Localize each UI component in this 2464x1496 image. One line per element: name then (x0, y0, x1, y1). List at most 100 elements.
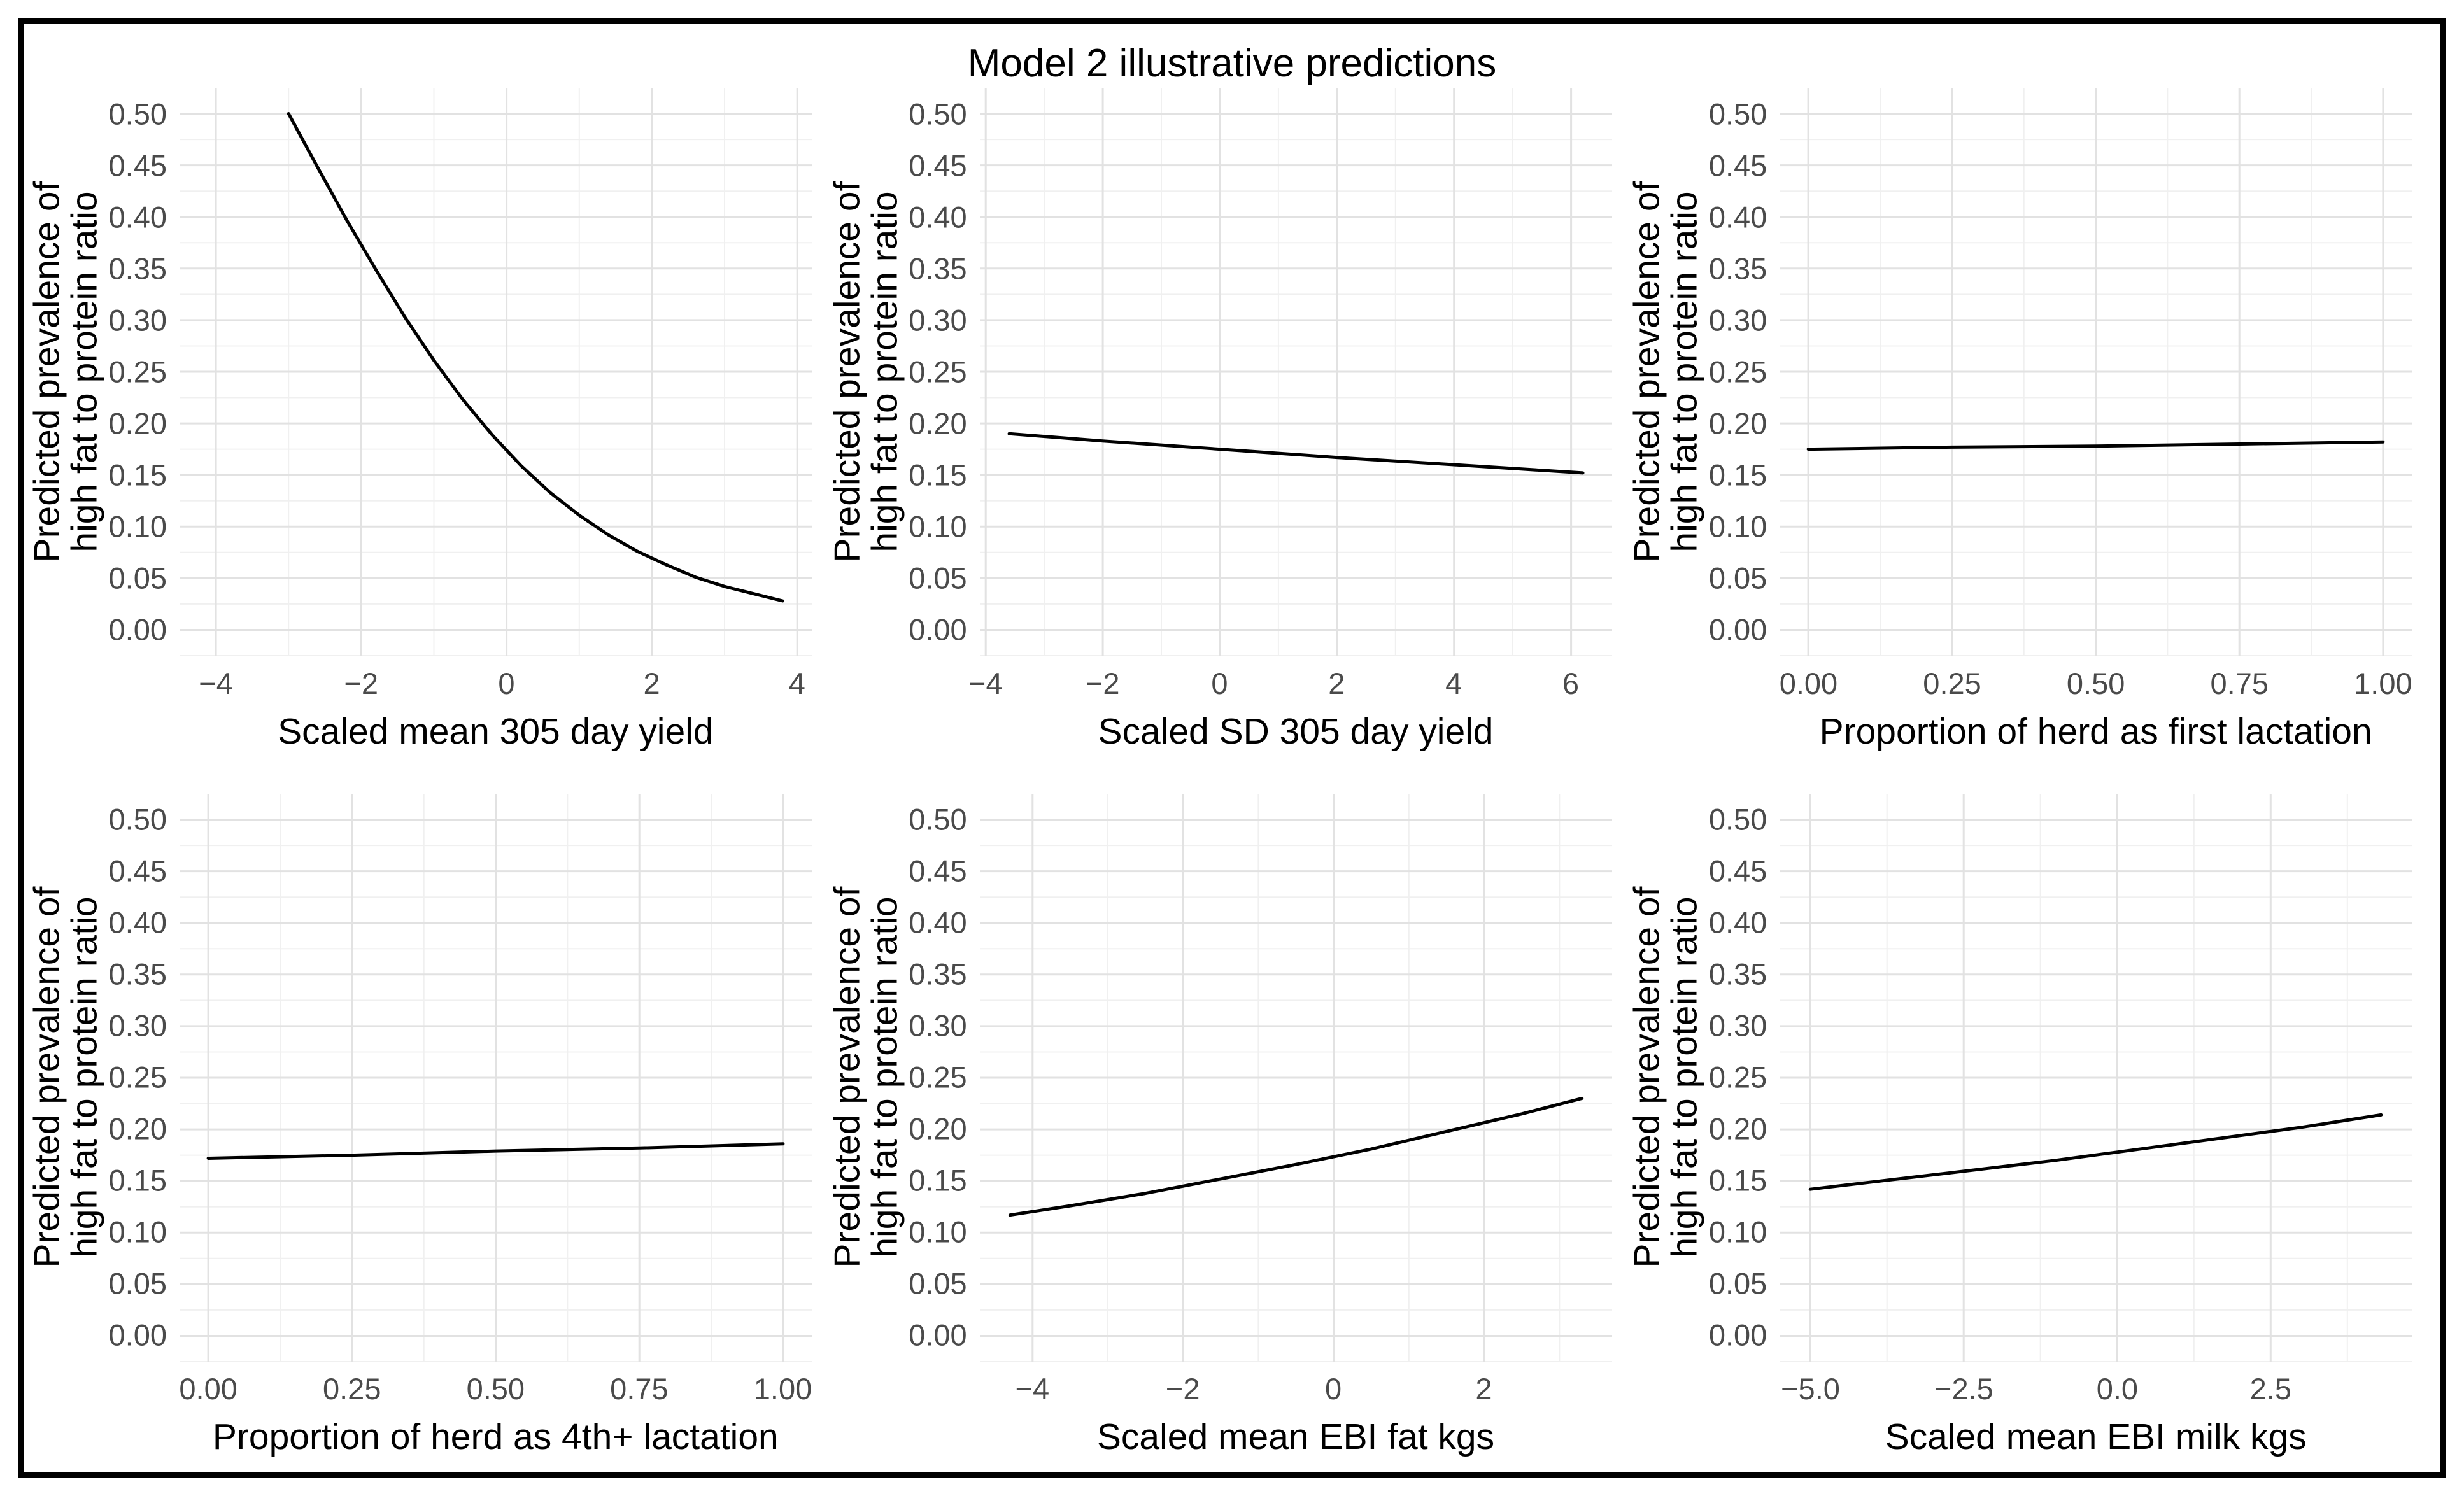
plot-area (979, 793, 1612, 1362)
x-axis-title: Scaled mean EBI fat kgs (1096, 1416, 1495, 1457)
y-tick-label: 0.45 (108, 148, 167, 183)
x-axis-tick-labels: −4 −2 0 2 4 (180, 656, 812, 700)
y-tick-label: 0.05 (909, 561, 967, 595)
y-axis-title-line1: Predicted prevalence of (26, 886, 67, 1268)
y-axis-tick-labels: 0.00 0.05 0.10 0.15 0.20 0.25 0.30 0.35 0.40 0.45… (1702, 794, 1780, 1362)
y-tick-label: 0.50 (1708, 97, 1767, 131)
x-axis-tick-labels: −4 −2 0 2 (980, 1361, 1612, 1406)
y-axis-title-line1: Predicted prevalence of (826, 181, 868, 563)
y-tick-label: 0.25 (108, 355, 167, 389)
panel-scaled-mean-305-day-yield: Predicted prevalence of high fat to prot… (27, 88, 831, 759)
y-tick-label: 0.45 (1708, 854, 1767, 888)
y-tick-label: 0.50 (108, 802, 167, 836)
y-tick-label: 0.00 (909, 1318, 967, 1352)
x-tick-label: 0.75 (610, 1372, 669, 1406)
y-axis-tick-labels: 0.00 0.05 0.10 0.15 0.20 0.25 0.30 0.35 0.40 0.45… (902, 88, 980, 656)
y-tick-label: 0.40 (108, 905, 167, 940)
y-tick-label: 0.30 (1708, 1008, 1767, 1043)
x-axis-title: Scaled mean 305 day yield (278, 710, 714, 752)
x-tick-label: −2 (344, 666, 379, 700)
y-tick-label: 0.25 (1708, 1060, 1767, 1094)
panels-grid: Predicted prevalence of high fat to prot… (26, 88, 2431, 1465)
y-tick-label: 0.40 (1708, 905, 1767, 940)
x-tick-label: 0.0 (2096, 1372, 2139, 1406)
y-axis-title-line2: high fat to protein ratio (864, 191, 905, 553)
y-axis-title: Predicted prevalence of high fat to prot… (1627, 88, 1706, 656)
x-tick-label: 0.50 (466, 1372, 525, 1406)
y-axis-title-text: Predicted prevalence of high fat to prot… (826, 181, 905, 563)
y-axis-title-line1: Predicted prevalence of (1627, 886, 1668, 1268)
y-axis-title-line2: high fat to protein ratio (1664, 896, 1706, 1258)
y-tick-label: 0.20 (108, 406, 167, 441)
x-tick-label: 4 (788, 666, 805, 700)
y-axis-tick-labels: 0.00 0.05 0.10 0.15 0.20 0.25 0.30 0.35 0.40 0.45… (902, 794, 980, 1362)
y-tick-label: 0.20 (909, 1111, 967, 1146)
x-tick-label: 2 (1475, 1372, 1492, 1406)
x-axis-tick-labels: 0.00 0.25 0.50 0.75 1.00 (179, 1361, 812, 1406)
y-axis-title-text: Predicted prevalence of high fat to prot… (26, 886, 105, 1268)
y-tick-label: 0.30 (1708, 303, 1767, 337)
y-tick-label: 0.15 (108, 458, 167, 492)
y-tick-label: 0.25 (1708, 355, 1767, 389)
x-axis-tick-labels: −4 −2 0 2 4 6 (968, 656, 1612, 700)
panel-scaled-sd-305-day-yield: Predicted prevalence of high fat to prot… (826, 88, 1631, 759)
y-tick-label: 0.35 (909, 251, 967, 286)
figure-frame: Model 2 illustrative predictions Predict… (18, 18, 2446, 1478)
x-tick-label: −2 (1085, 666, 1120, 700)
y-axis-title-line2: high fat to protein ratio (1664, 191, 1706, 553)
x-tick-label: 2 (643, 666, 660, 700)
y-tick-label: 0.10 (108, 509, 167, 544)
x-tick-label: 0.50 (2066, 666, 2125, 700)
x-tick-label: −5.0 (1781, 1372, 1840, 1406)
y-axis-title-line2: high fat to protein ratio (864, 896, 905, 1258)
y-tick-label: 0.15 (909, 458, 967, 492)
y-axis-title: Predicted prevalence of high fat to prot… (26, 794, 105, 1362)
y-axis-tick-labels: 0.00 0.05 0.10 0.15 0.20 0.25 0.30 0.35 0.40 0.45… (102, 794, 180, 1362)
y-axis-title: Predicted prevalence of high fat to prot… (826, 88, 905, 656)
y-tick-label: 0.10 (1708, 509, 1767, 544)
x-tick-label: −4 (968, 666, 1003, 700)
y-tick-label: 0.40 (909, 905, 967, 940)
x-tick-label: 1.00 (753, 1372, 812, 1406)
y-tick-label: 0.25 (108, 1060, 167, 1094)
x-tick-label: 0.00 (1779, 666, 1838, 700)
panel-proportion-4th-plus-lactation: Predicted prevalence of high fat to prot… (26, 793, 831, 1465)
y-tick-label: 0.00 (909, 612, 967, 647)
y-tick-label: 0.05 (108, 561, 167, 595)
y-tick-label: 0.20 (909, 406, 967, 441)
y-axis-title: Predicted prevalence of high fat to prot… (826, 794, 905, 1362)
y-tick-label: 0.00 (1708, 1318, 1767, 1352)
x-tick-label: 0 (498, 666, 515, 700)
y-tick-label: 0.10 (108, 1215, 167, 1249)
y-tick-label: 0.30 (909, 303, 967, 337)
y-tick-label: 0.20 (1708, 406, 1767, 441)
y-tick-label: 0.05 (1708, 561, 1767, 595)
y-axis-title-line2: high fat to protein ratio (64, 191, 105, 553)
x-axis-tick-labels: 0.00 0.25 0.50 0.75 1.00 (1780, 656, 2412, 700)
x-tick-label: 2.5 (2249, 1372, 2291, 1406)
plot-area (180, 88, 812, 656)
y-axis-title-line1: Predicted prevalence of (1627, 181, 1668, 563)
figure-title: Model 2 illustrative predictions (967, 41, 1497, 85)
y-tick-label: 0.00 (108, 1318, 167, 1352)
plot-area (180, 793, 812, 1362)
y-tick-label: 0.15 (1708, 1163, 1767, 1197)
y-axis-title-text: Predicted prevalence of high fat to prot… (27, 181, 105, 562)
y-tick-label: 0.10 (909, 509, 967, 544)
y-tick-label: 0.45 (909, 854, 967, 888)
x-tick-label: −4 (199, 666, 233, 700)
y-tick-label: 0.35 (909, 957, 967, 991)
plot-svg (979, 793, 1612, 1362)
y-tick-label: 0.45 (909, 148, 967, 183)
y-tick-label: 0.40 (909, 200, 967, 234)
y-tick-label: 0.35 (108, 251, 167, 286)
y-tick-label: 0.00 (108, 612, 167, 647)
y-tick-label: 0.50 (1708, 802, 1767, 836)
panel-scaled-mean-ebi-milk-kgs: Predicted prevalence of high fat to prot… (1627, 793, 2431, 1465)
y-tick-label: 0.30 (108, 303, 167, 337)
x-tick-label: 0 (1325, 1372, 1342, 1406)
y-tick-label: 0.45 (1708, 148, 1767, 183)
x-tick-label: 4 (1445, 666, 1462, 700)
plot-svg (180, 793, 812, 1362)
x-axis-title: Proportion of herd as 4th+ lactation (212, 1416, 779, 1457)
